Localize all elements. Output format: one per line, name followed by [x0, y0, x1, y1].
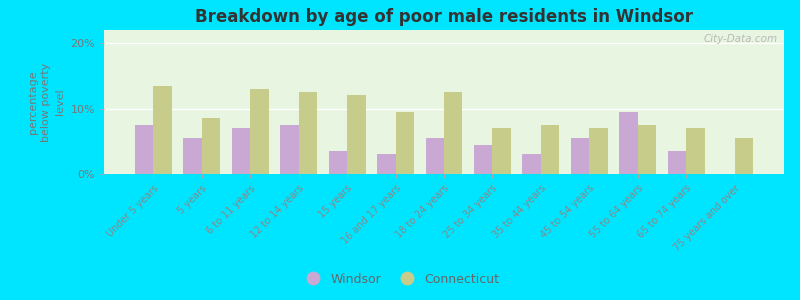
Text: City-Data.com: City-Data.com [703, 34, 778, 44]
Bar [590, 128, 608, 174]
Bar [395, 112, 414, 174]
Bar [541, 125, 559, 174]
Legend: Windsor, Connecticut: Windsor, Connecticut [296, 268, 504, 291]
Bar [474, 145, 493, 174]
Bar [668, 151, 686, 174]
Bar [444, 92, 462, 174]
Bar [377, 154, 395, 174]
Bar [154, 85, 172, 174]
Bar [493, 128, 511, 174]
Bar [734, 138, 753, 174]
Bar [571, 138, 590, 174]
Bar [347, 95, 366, 174]
Bar [202, 118, 220, 174]
Bar [183, 138, 202, 174]
Bar [232, 128, 250, 174]
Bar [280, 125, 298, 174]
Bar [619, 112, 638, 174]
Bar [686, 128, 705, 174]
Bar [250, 89, 269, 174]
Bar [329, 151, 347, 174]
Title: Breakdown by age of poor male residents in Windsor: Breakdown by age of poor male residents … [195, 8, 693, 26]
Bar [426, 138, 444, 174]
Bar [298, 92, 317, 174]
Bar [638, 125, 656, 174]
Y-axis label: percentage
below poverty
level: percentage below poverty level [28, 62, 65, 142]
Bar [135, 125, 154, 174]
Bar [522, 154, 541, 174]
